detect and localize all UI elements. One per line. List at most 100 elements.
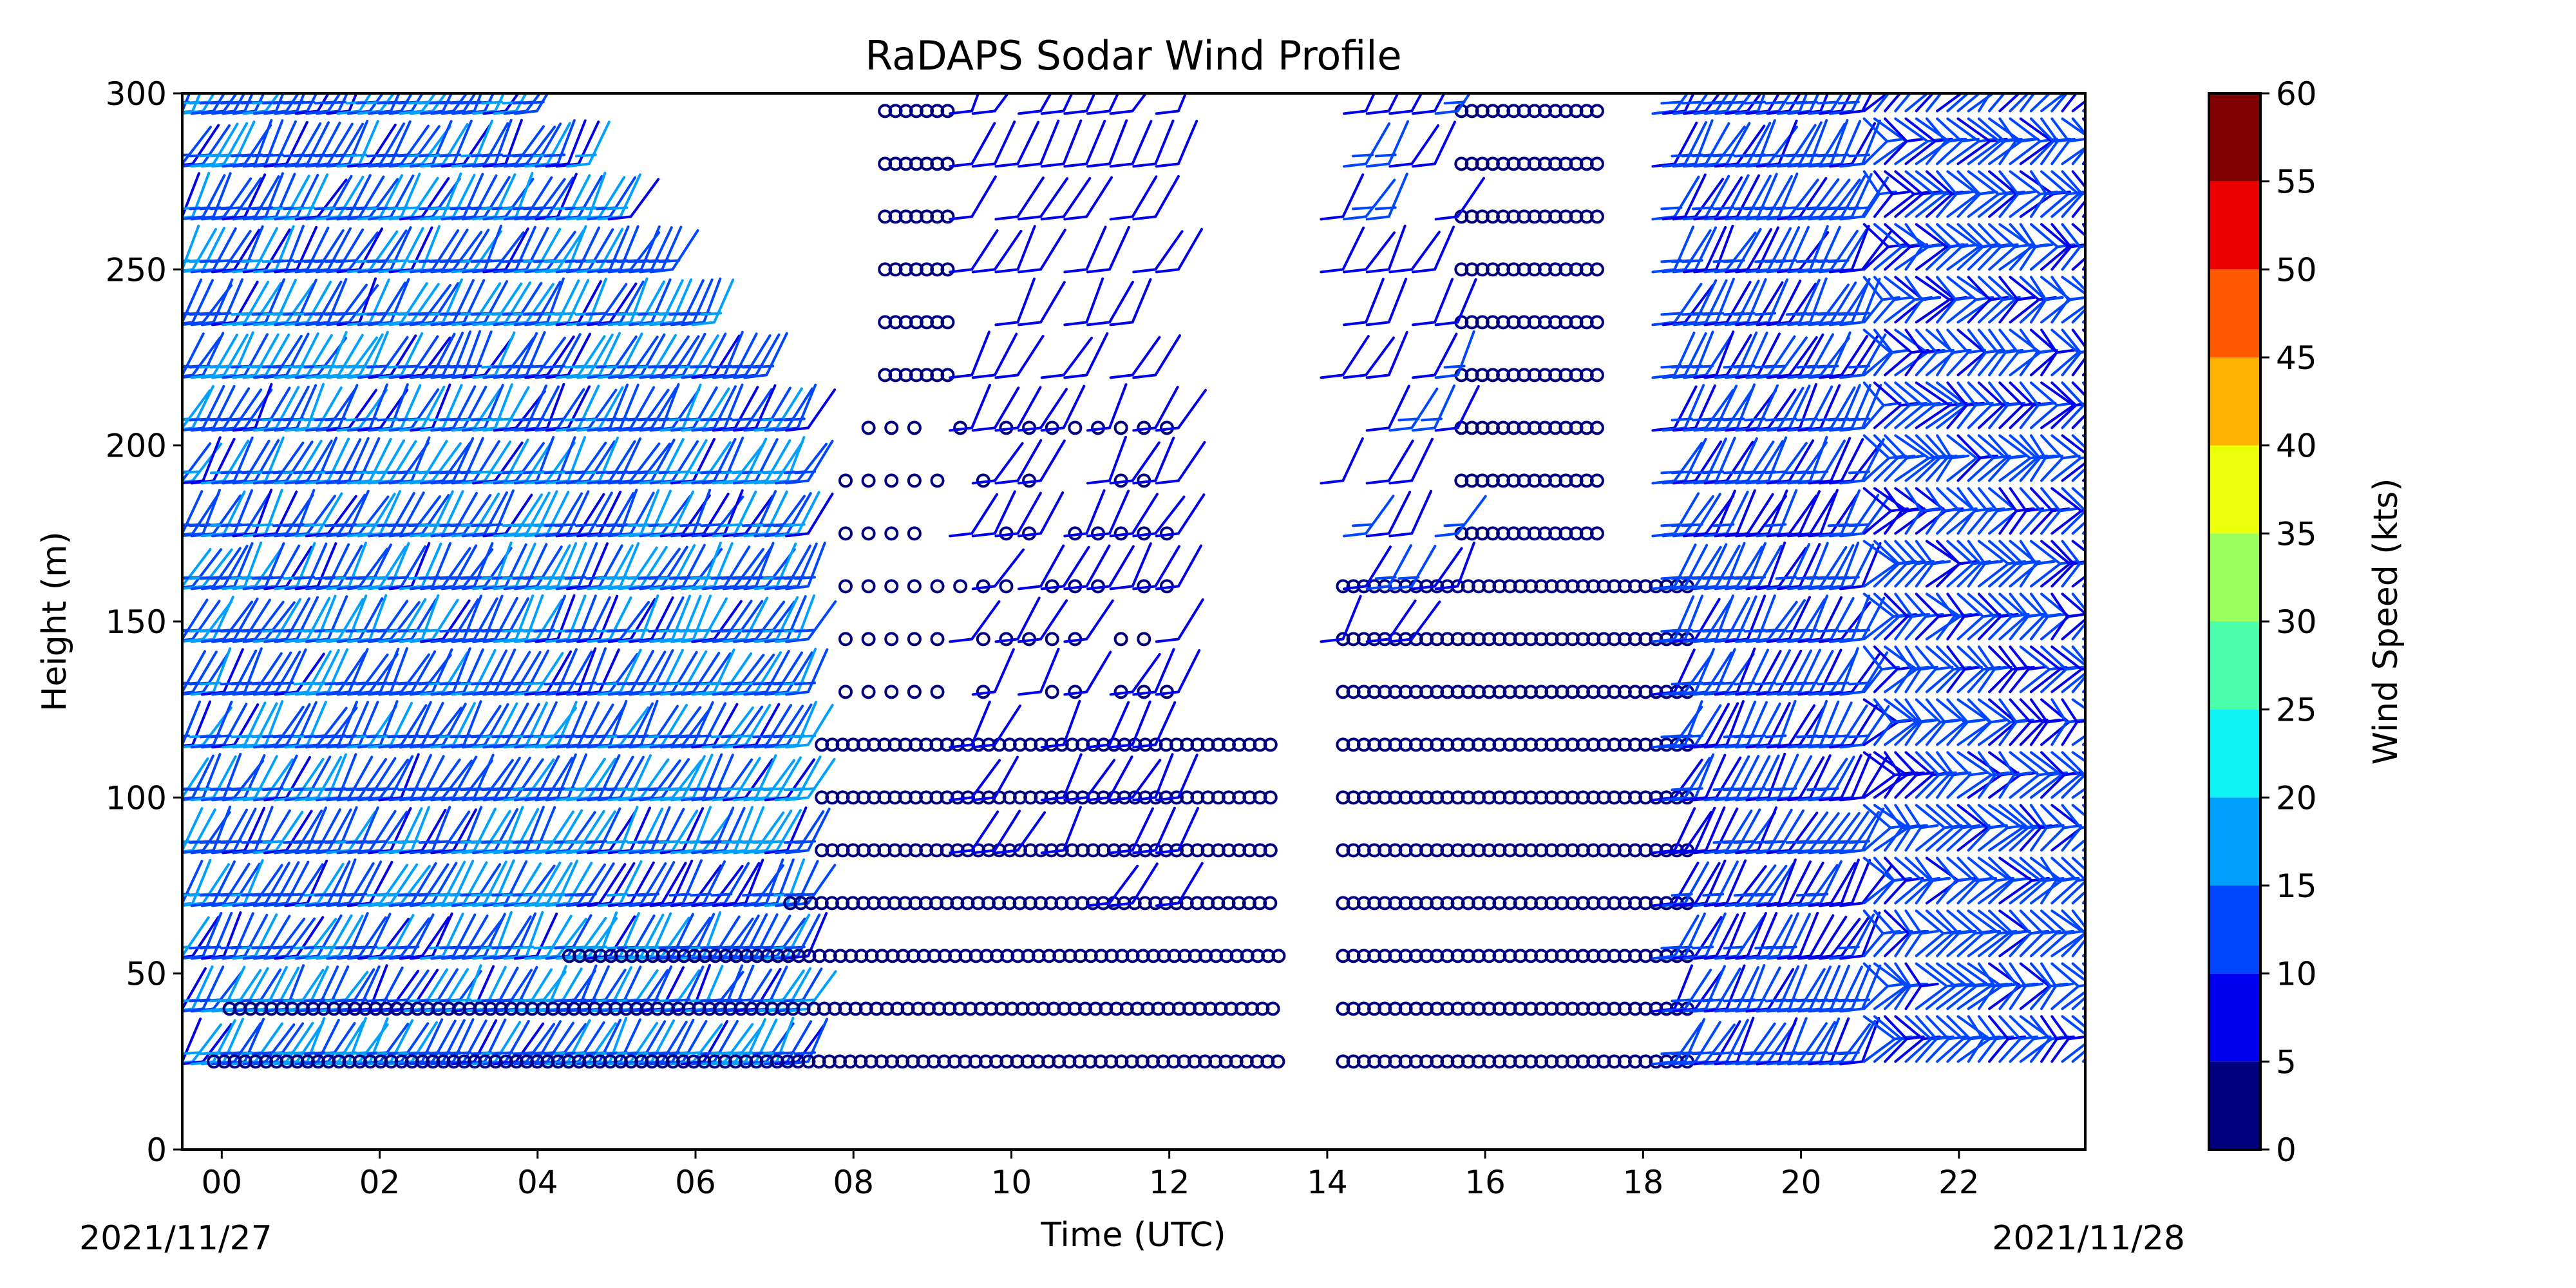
wind-barb (1434, 330, 1475, 379)
wind-barb (1040, 336, 1093, 379)
wind-barb (1388, 437, 1434, 485)
wind-barb (2050, 93, 2069, 113)
calm-marker (838, 579, 853, 594)
y-tick-label: 200 (106, 428, 167, 465)
wind-barb (1936, 434, 1970, 482)
wind-barb (2081, 117, 2085, 166)
wind-barb (1884, 487, 1920, 535)
calm-marker (884, 685, 899, 699)
wind-barb (1365, 120, 1410, 168)
colorbar-segment (2209, 886, 2260, 974)
wind-barb (1998, 645, 2035, 694)
calm-marker (1589, 421, 1604, 435)
calm-marker (907, 526, 922, 541)
wind-barb (971, 93, 1010, 115)
wind-barb (1063, 332, 1109, 379)
wind-barb (2081, 1015, 2085, 1063)
calm-marker (940, 209, 955, 224)
wind-barb (2061, 381, 2085, 430)
wind-barb (2071, 99, 2085, 113)
calm-marker (940, 104, 955, 118)
wind-barb (785, 648, 829, 696)
plot-area (181, 92, 2087, 1151)
calm-marker (1137, 632, 1151, 647)
calm-marker (1263, 896, 1278, 911)
wind-barb (1411, 278, 1454, 327)
wind-barb (1915, 1015, 1955, 1063)
wind-barb (1988, 93, 2006, 113)
wind-barb (2071, 487, 2085, 535)
wind-barb (1018, 544, 1065, 591)
wind-barb (994, 596, 1041, 643)
wind-barb (1365, 93, 1399, 115)
calm-marker (861, 685, 876, 699)
wind-barb (2009, 909, 2049, 958)
wind-barb (1411, 225, 1455, 274)
wind-barb (971, 704, 1021, 749)
colorbar-tick-label: 35 (2276, 515, 2317, 553)
calm-marker (861, 421, 876, 435)
calm-marker (940, 315, 955, 330)
wind-barb (1018, 93, 1052, 115)
wind-barb (1086, 93, 1120, 115)
wind-barb (1839, 231, 1892, 274)
wind-barb (2081, 540, 2085, 588)
wind-barb (785, 600, 837, 643)
wind-barb (1904, 698, 1940, 746)
wind-barb (1343, 495, 1395, 538)
wind-barb (1040, 176, 1092, 221)
wind-barb (2050, 117, 2085, 166)
wind-barb (1434, 541, 1475, 591)
wind-barb (1388, 124, 1440, 168)
wind-barb (1873, 276, 1913, 324)
wind-barb (1343, 231, 1396, 274)
colorbar-segment (2209, 357, 2260, 446)
wind-barb (1839, 964, 1882, 1013)
wind-barb (785, 757, 836, 802)
wind-barb (1967, 698, 2009, 746)
wind-barb (182, 967, 207, 1010)
wind-barb (971, 648, 1015, 696)
wind-barb (1998, 1015, 2038, 1063)
wind-barb (1063, 176, 1113, 221)
calm-marker (1271, 949, 1286, 963)
colorbar-label: Wind Speed (kts) (2367, 478, 2405, 765)
wind-barb (971, 442, 1024, 485)
wind-barb (1086, 545, 1135, 591)
calm-marker (940, 156, 955, 171)
wind-barb (1904, 223, 1940, 271)
wind-barb (1839, 494, 1891, 538)
calm-marker (1263, 843, 1278, 858)
x-tick-label: 10 (991, 1164, 1032, 1201)
calm-marker (1271, 1054, 1285, 1069)
wind-barb (1040, 545, 1090, 591)
calm-marker (884, 421, 899, 435)
wind-barb (1946, 962, 1994, 1010)
colorbar-segment (2209, 973, 2260, 1062)
wind-barb (2009, 645, 2047, 694)
wind-barb (1365, 278, 1408, 327)
wind-barb (1839, 808, 1885, 855)
calm-marker (1265, 1001, 1280, 1016)
wind-barb (2081, 381, 2085, 430)
colorbar-tick-label: 10 (2276, 956, 2317, 993)
x-tick-label: 02 (359, 1164, 401, 1201)
wind-barb (2061, 328, 2085, 377)
calm-marker (1589, 209, 1604, 224)
wind-barb (2050, 1015, 2085, 1063)
calm-marker (1589, 104, 1604, 118)
wind-barb (1018, 599, 1068, 643)
colorbar-tick-label: 15 (2276, 867, 2317, 905)
wind-barb (1388, 93, 1423, 115)
wind-barb (785, 439, 834, 485)
wind-barb (1873, 93, 1890, 113)
wind-barb (1343, 278, 1385, 327)
wind-barb (1086, 435, 1127, 485)
wind-barb (1873, 170, 1911, 218)
wind-barb (2061, 434, 2085, 482)
wind-barb (1434, 384, 1480, 432)
wind-barb (1956, 487, 1993, 535)
wind-barb (994, 439, 1043, 485)
wind-barb (2081, 804, 2085, 852)
wind-barb (1904, 276, 1940, 324)
